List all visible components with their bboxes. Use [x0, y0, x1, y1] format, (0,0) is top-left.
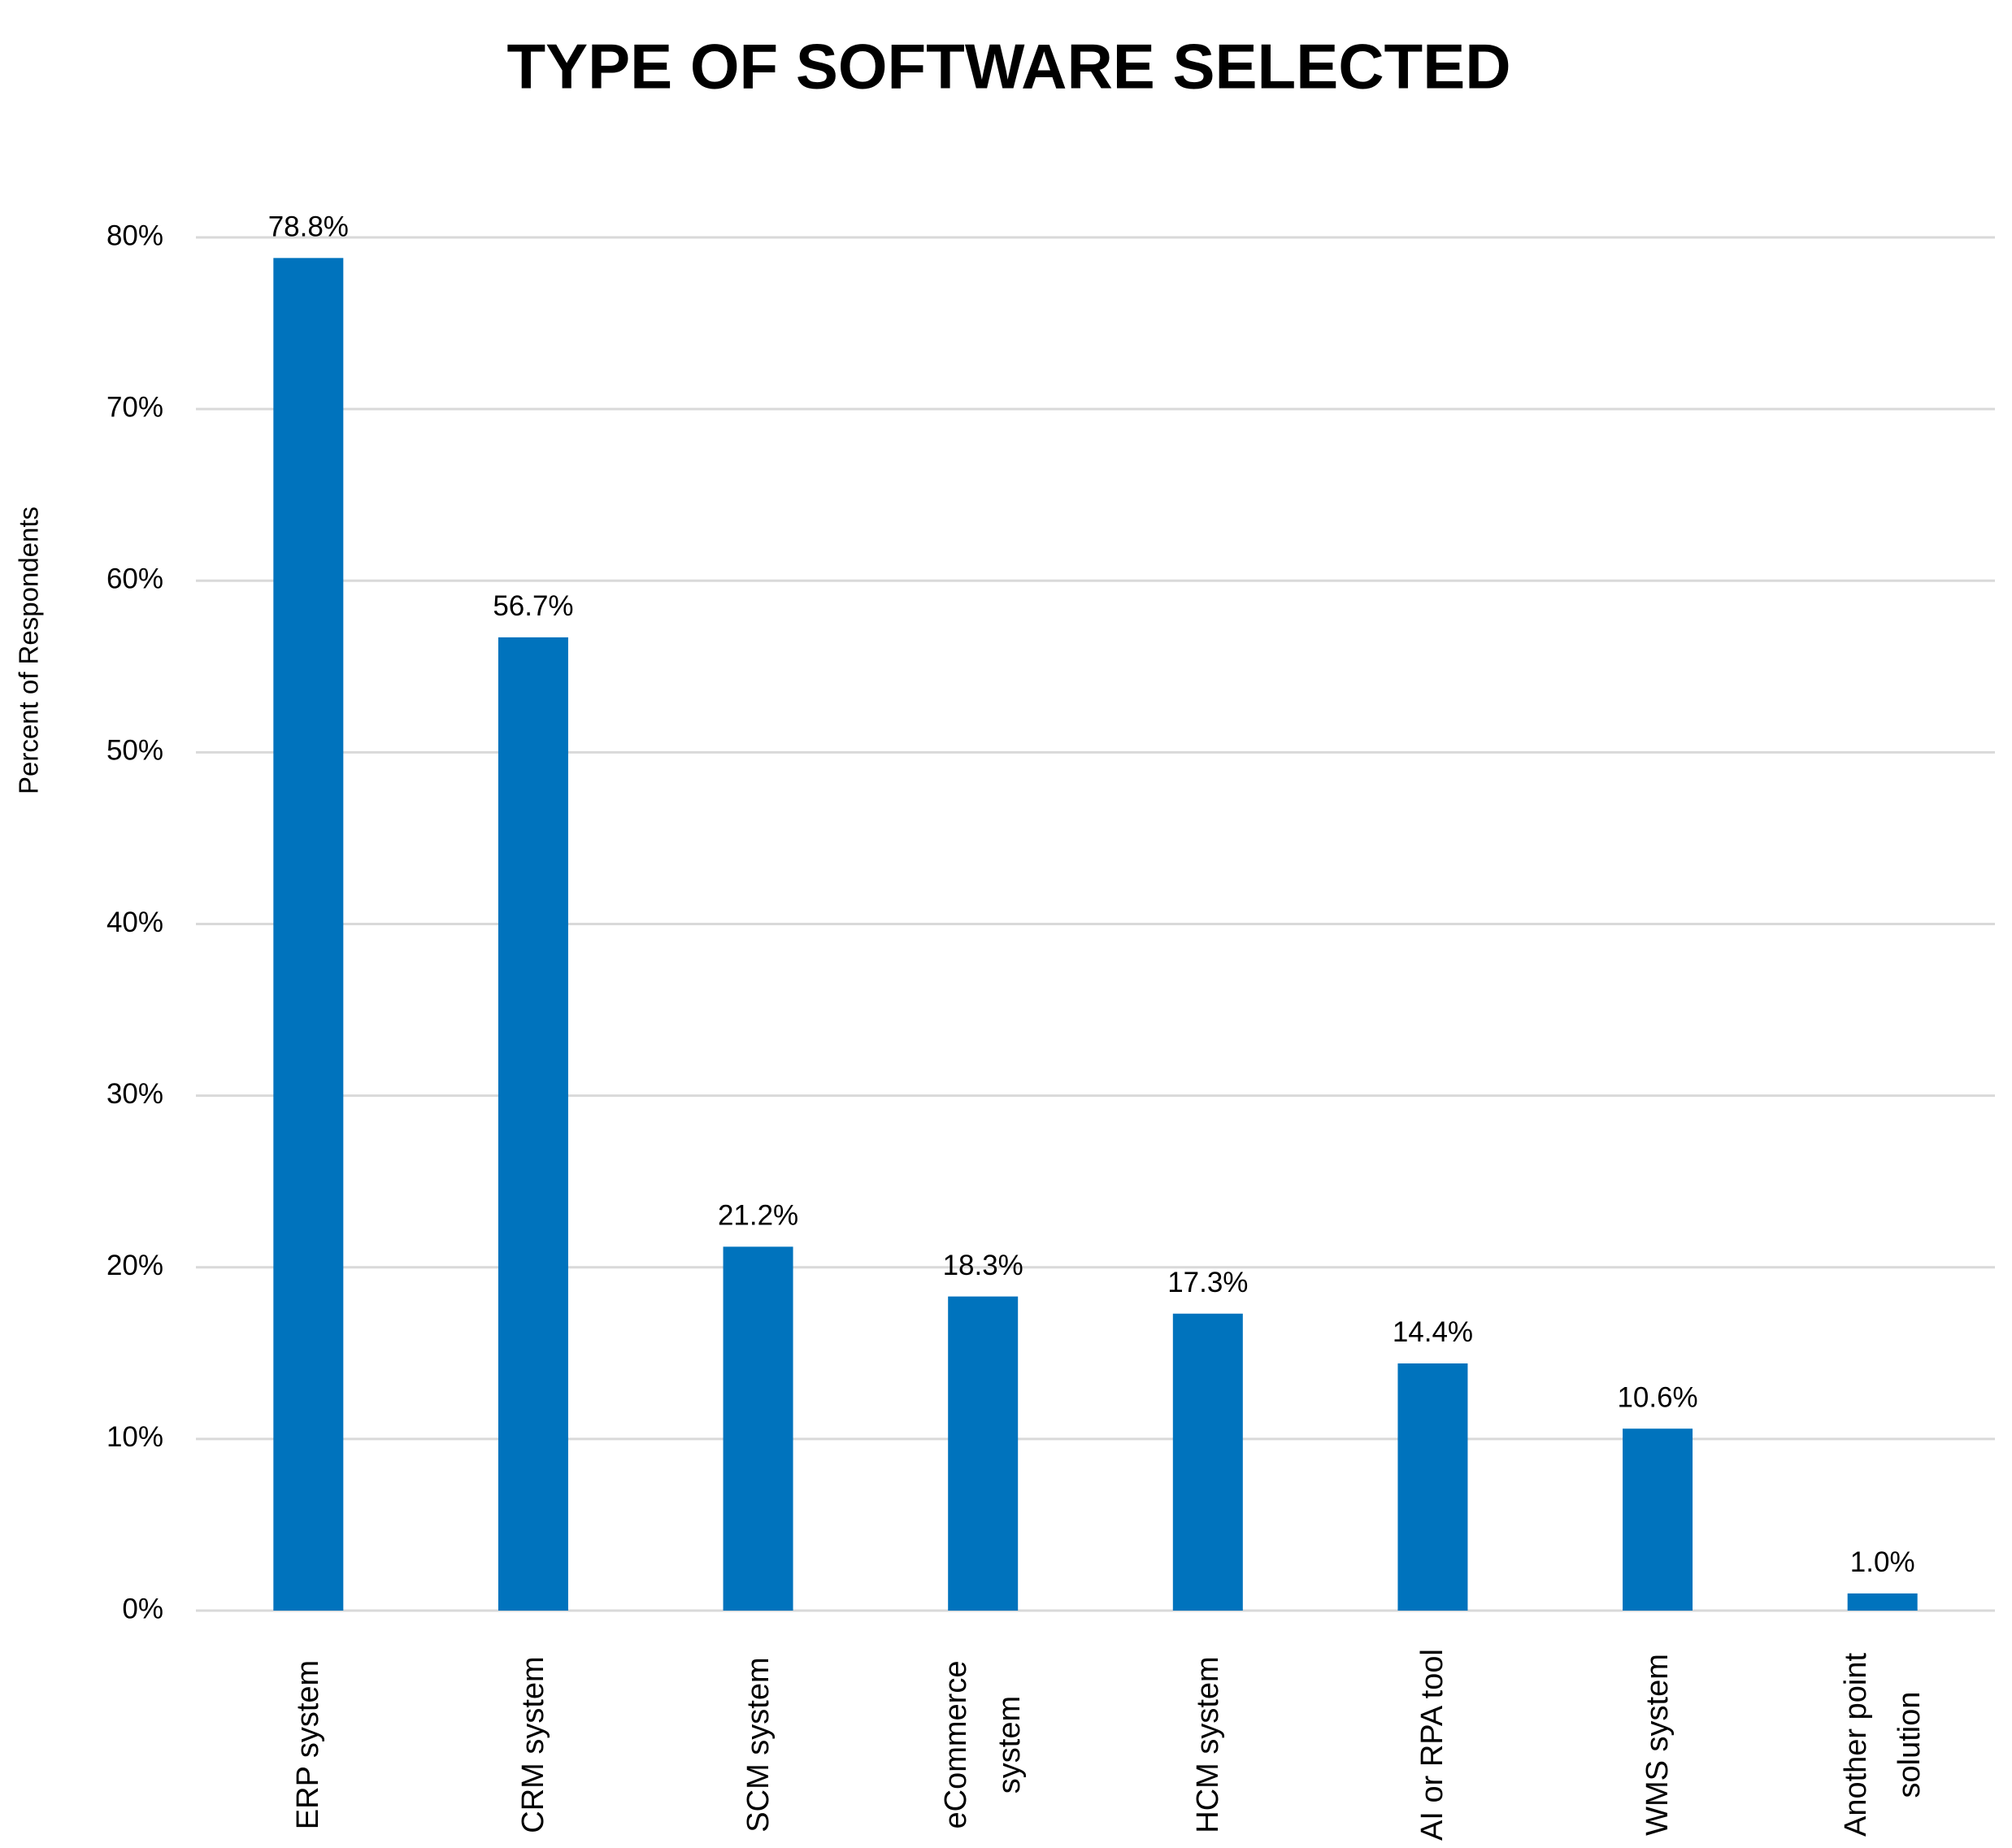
y-tick-label: 60%: [106, 563, 163, 595]
bar: [1397, 1363, 1468, 1611]
y-axis-label: Percent of Respondents: [14, 507, 44, 794]
bar: [498, 637, 568, 1611]
x-tick-label: HCM system: [1190, 1656, 1225, 1833]
bar: [1623, 1428, 1693, 1611]
x-tick-label: SCM system: [741, 1657, 776, 1833]
x-tick-label: WMS system: [1640, 1654, 1675, 1836]
value-label: 78.8%: [268, 211, 349, 243]
value-label: 18.3%: [943, 1250, 1023, 1281]
x-tick-label: CRM system: [515, 1656, 550, 1833]
x-tick-label: Another point solution: [1838, 1652, 1927, 1837]
y-tick-label: 80%: [106, 220, 163, 251]
bar: [1847, 1593, 1918, 1611]
value-label: 1.0%: [1850, 1546, 1915, 1578]
chart-title: TYPE OF SOFTWARE SELECTED: [506, 31, 1510, 102]
value-label: 21.2%: [718, 1200, 798, 1232]
y-tick-label: 10%: [106, 1421, 163, 1453]
value-label: 14.4%: [1393, 1316, 1473, 1348]
y-tick-label: 40%: [106, 907, 163, 938]
x-tick-label: ERP system: [291, 1659, 326, 1830]
x-tick-label: AI or RPA tool: [1415, 1649, 1450, 1841]
value-label: 17.3%: [1167, 1267, 1248, 1298]
bar: [723, 1246, 793, 1611]
y-tick-label: 0%: [122, 1593, 163, 1624]
bar: [1172, 1313, 1243, 1611]
y-tick-label: 70%: [106, 391, 163, 423]
bar: [273, 258, 344, 1611]
value-label: 10.6%: [1617, 1381, 1697, 1413]
x-tick-label: eCommerce system: [939, 1660, 1028, 1829]
bar: [948, 1296, 1019, 1611]
y-tick-label: 30%: [106, 1078, 163, 1110]
value-label: 56.7%: [493, 590, 573, 622]
y-tick-label: 50%: [106, 735, 163, 767]
y-tick-label: 20%: [106, 1250, 163, 1281]
